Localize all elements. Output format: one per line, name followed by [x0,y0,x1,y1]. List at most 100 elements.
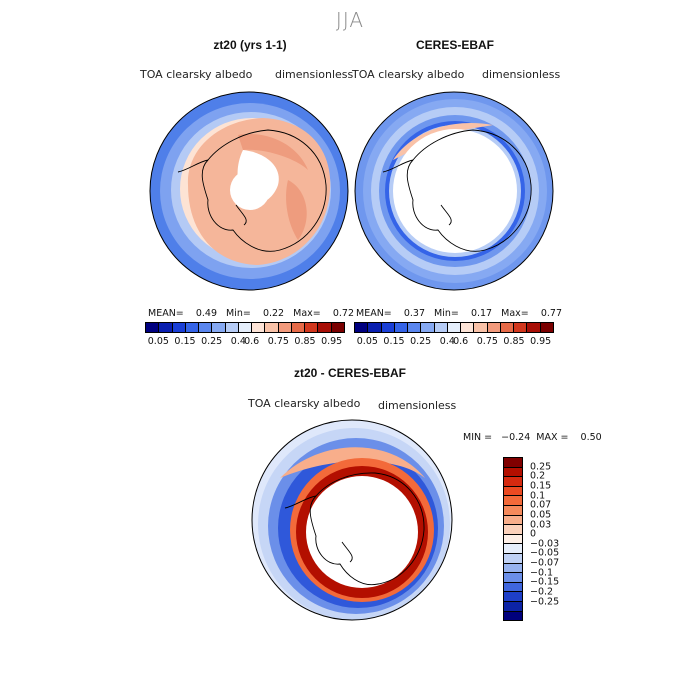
diff-units-label: dimensionless [378,399,457,412]
panel1-stats: MEAN= 0.49 Min= 0.22 Max= 0.72 [148,308,354,319]
diff-title: zt20 - CERES-EBAF [293,366,406,380]
colorbar-swatch [381,323,395,332]
colorbar-swatch [504,515,522,526]
colorbar-swatch [368,323,382,332]
panel1-units-label: dimensionless [275,68,354,81]
panel2-map [354,91,554,291]
panel1-variable-label: TOA clearsky albedo [140,68,253,81]
colorbar-swatch [504,496,522,506]
colorbar-tick-label: 0.03 [530,519,552,531]
panel2-variable-label: TOA clearsky albedo [352,68,465,81]
colorbar-tick-label: −0.25 [530,596,560,608]
panel2-colorbar [354,322,554,333]
colorbar-tick-label: 0 [530,528,537,540]
colorbar-swatch [504,553,522,564]
colorbar-tick-label: −0.2 [530,586,554,598]
colorbar-tick-label: 0.25 [530,461,552,473]
colorbar-swatch [394,323,409,332]
panel1-colorbar [145,322,345,333]
colorbar-tick-label: 0.15 [530,480,552,492]
colorbar-swatch [504,534,522,545]
panel2-colorbar-ticks: 0.05 0.15 0.25 0.4 0.6 0.75 0.85 0.95 [354,336,554,348]
colorbar-swatch [474,323,488,332]
colorbar-tick-label: −0.03 [530,538,560,550]
colorbar-swatch [318,323,332,332]
colorbar-swatch [504,563,522,574]
diff-map [251,419,453,621]
colorbar-swatch [500,323,515,332]
colorbar-tick-label: 0.2 [530,470,546,482]
colorbar-swatch [504,486,522,497]
season-title: JJA [335,8,365,32]
colorbar-tick-label: 0.05 [530,509,552,521]
colorbar-tick-label: 0.07 [530,499,552,511]
colorbar-tick-label: 0.05 [356,336,378,347]
colorbar-swatch [504,601,522,612]
colorbar-tick-label: −0.1 [530,567,554,579]
colorbar-swatch [408,323,422,332]
colorbar-swatch [504,505,522,516]
colorbar-swatch [504,592,522,602]
colorbar-swatch [504,573,522,583]
colorbar-tick-label: 0.75 [267,336,289,347]
colorbar-swatch [421,323,435,332]
colorbar-tick-label: 0.85 [503,336,525,347]
diff-colorbar-ticks: 0.25 0.2 0.15 0.1 0.07 0.05 0.03 0 −0.03 −0.05 −0.… [530,457,590,621]
colorbar-swatch [504,458,522,468]
colorbar-swatch [540,323,553,332]
colorbar-tick-label: −0.15 [530,576,560,588]
colorbar-tick-label: 0.95 [321,336,343,347]
colorbar-swatch [331,323,344,332]
colorbar-swatch [504,582,522,593]
diff-variable-label: TOA clearsky albedo [248,397,361,410]
diff-colorbar [503,457,523,621]
colorbar-swatch [252,323,266,332]
colorbar-swatch [159,323,173,332]
colorbar-swatch [185,323,200,332]
colorbar-swatch [172,323,186,332]
colorbar-tick-label: 0.6 [453,336,469,347]
colorbar-swatch [504,611,522,621]
colorbar-swatch [461,323,475,332]
panel2-units-label: dimensionless [482,68,561,81]
colorbar-swatch [504,544,522,554]
colorbar-swatch [504,467,522,478]
colorbar-swatch [434,323,448,332]
colorbar-tick-label: 0.75 [476,336,498,347]
colorbar-swatch [355,323,369,332]
colorbar-swatch [447,323,462,332]
colorbar-tick-label: 0.85 [294,336,316,347]
colorbar-tick-label: 0.05 [147,336,169,347]
colorbar-swatch [514,323,528,332]
colorbar-tick-label: −0.07 [530,557,560,569]
colorbar-tick-label: 0.4 [439,336,455,347]
colorbar-tick-label: 0.6 [244,336,260,347]
colorbar-swatch [265,323,279,332]
colorbar-swatch [146,323,160,332]
colorbar-swatch [199,323,213,332]
panel1-colorbar-ticks: 0.05 0.15 0.25 0.4 0.6 0.75 0.85 0.95 [145,336,345,348]
colorbar-tick-label: −0.05 [530,547,560,559]
colorbar-tick-label: 0.25 [201,336,223,347]
colorbar-tick-label: 0.25 [410,336,432,347]
colorbar-swatch [527,323,541,332]
colorbar-tick-label: 0.15 [174,336,196,347]
panel1-title: zt20 (yrs 1-1) [213,38,287,52]
colorbar-swatch [278,323,292,332]
colorbar-tick-label: 0.4 [230,336,246,347]
diff-minmax: MIN = −0.24 MAX = 0.50 [463,432,602,443]
panel2-stats: MEAN= 0.37 Min= 0.17 Max= 0.77 [356,308,562,319]
colorbar-swatch [504,477,522,487]
colorbar-swatch [212,323,226,332]
colorbar-swatch [238,323,253,332]
colorbar-tick-label: 0.95 [530,336,552,347]
panel2-title: CERES-EBAF [415,38,494,52]
colorbar-swatch [291,323,306,332]
colorbar-tick-label: 0.15 [383,336,405,347]
colorbar-swatch [225,323,239,332]
panel1-map [149,91,349,291]
colorbar-tick-label: 0.1 [530,490,546,502]
colorbar-swatch [504,525,522,535]
colorbar-swatch [487,323,501,332]
colorbar-swatch [305,323,319,332]
